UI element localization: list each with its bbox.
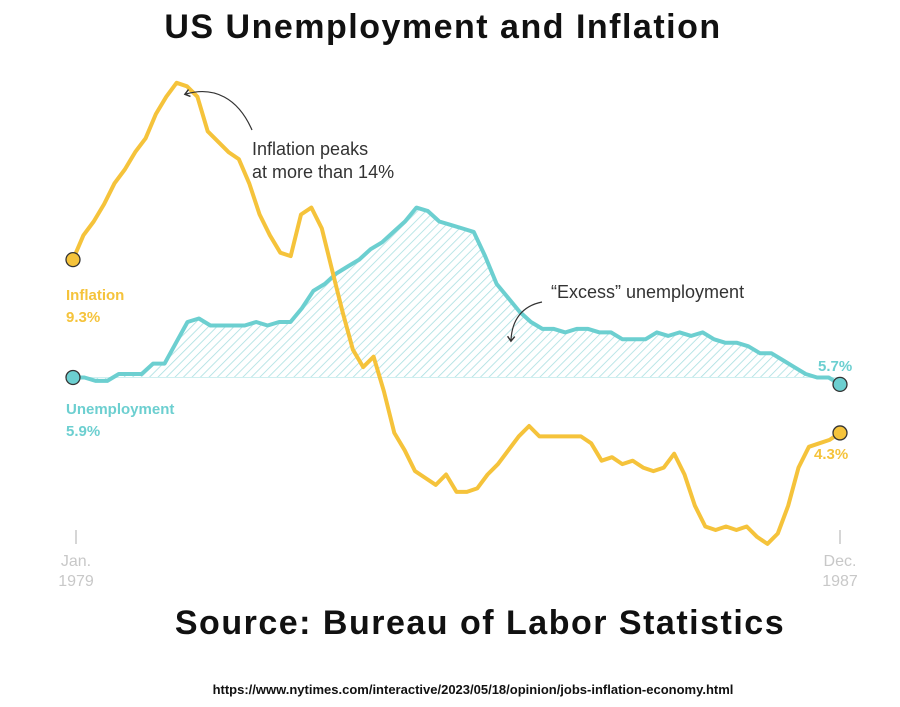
peak-annotation-line1: Inflation peaks bbox=[252, 139, 368, 159]
x-tick-label-start-year: 1979 bbox=[58, 573, 94, 590]
inflation-series-label: Inflation bbox=[66, 287, 124, 304]
inflation-end-value: 4.3% bbox=[814, 446, 848, 463]
unemployment-end-point bbox=[832, 376, 848, 393]
inflation-end-point bbox=[832, 425, 848, 441]
unemployment-start-point bbox=[65, 369, 81, 386]
inflation-start-point bbox=[65, 251, 81, 268]
x-tick-label-start-month: Jan. bbox=[61, 553, 91, 570]
peak-annotation-line2: at more than 14% bbox=[252, 162, 394, 182]
inflation-series-line bbox=[71, 80, 842, 546]
unemployment-start-value: 5.9% bbox=[66, 423, 100, 440]
excess-annotation-arrow bbox=[506, 301, 543, 343]
unemployment-series-line bbox=[71, 205, 842, 387]
excess-annotation-label: “Excess” unemployment bbox=[551, 282, 744, 302]
x-tick-label-end-month: Dec. bbox=[824, 553, 857, 570]
source-caption: Source: Bureau of Labor Statistics bbox=[174, 604, 786, 642]
x-tick-label-end-year: 1987 bbox=[822, 573, 858, 590]
source-url: https://www.nytimes.com/interactive/2023… bbox=[212, 682, 734, 697]
excess-unemployment-area bbox=[73, 207, 840, 385]
inflation-start-value: 9.3% bbox=[66, 309, 100, 326]
peak-annotation-arrow bbox=[183, 89, 253, 131]
chart-title: US Unemployment and Inflation bbox=[164, 8, 722, 46]
unemployment-end-value: 5.7% bbox=[818, 358, 852, 375]
unemployment-series-label: Unemployment bbox=[66, 401, 174, 418]
